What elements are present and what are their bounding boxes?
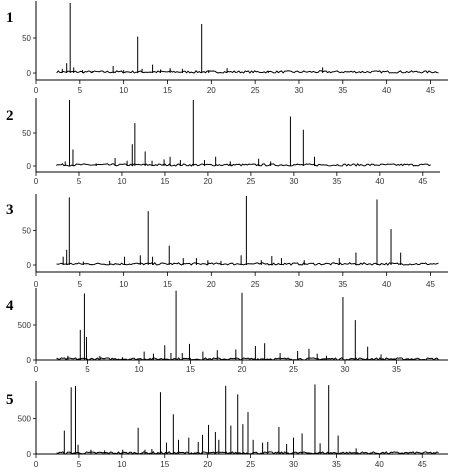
y-tick-label: 0 — [27, 356, 32, 365]
x-tick-label: 30 — [295, 280, 304, 289]
x-tick-label: 15 — [163, 86, 172, 95]
x-tick-label: 0 — [34, 365, 39, 374]
x-tick-label: 35 — [338, 280, 347, 289]
x-tick-label: 45 — [418, 460, 427, 469]
x-tick-label: 25 — [251, 86, 260, 95]
y-tick-label: 0 — [27, 450, 32, 459]
x-tick-label: 20 — [203, 177, 212, 186]
x-tick-label: 35 — [332, 177, 341, 186]
x-tick-label: 35 — [338, 86, 347, 95]
y-tick-label: 0 — [27, 69, 32, 78]
x-tick-label: 5 — [85, 365, 90, 374]
x-tick-label: 5 — [77, 177, 82, 186]
x-tick-label: 10 — [119, 280, 128, 289]
y-tick-label: 50 — [22, 227, 31, 236]
x-tick-label: 35 — [332, 460, 341, 469]
x-tick-label: 0 — [34, 177, 39, 186]
x-tick-label: 25 — [251, 280, 260, 289]
baseline-trace — [55, 163, 431, 167]
panel-label-5: 5 — [6, 392, 14, 408]
x-tick-label: 40 — [375, 177, 384, 186]
x-tick-label: 20 — [238, 365, 247, 374]
x-tick-label: 15 — [160, 177, 169, 186]
x-tick-label: 30 — [289, 177, 298, 186]
y-tick-label: 0 — [27, 162, 32, 171]
x-tick-label: 20 — [207, 86, 216, 95]
x-tick-label: 5 — [78, 280, 83, 289]
x-tick-label: 30 — [341, 365, 350, 374]
panel-label-1: 1 — [6, 10, 14, 26]
x-tick-label: 25 — [289, 365, 298, 374]
x-tick-label: 0 — [34, 86, 39, 95]
x-tick-label: 0 — [34, 460, 39, 469]
x-tick-label: 5 — [77, 460, 82, 469]
x-tick-label: 15 — [186, 365, 195, 374]
x-tick-label: 40 — [382, 280, 391, 289]
x-tick-label: 35 — [392, 365, 401, 374]
x-tick-label: 40 — [382, 86, 391, 95]
baseline-trace — [56, 357, 439, 361]
x-tick-label: 45 — [418, 177, 427, 186]
x-tick-label: 10 — [135, 365, 144, 374]
y-tick-label: 50 — [22, 129, 31, 138]
baseline-trace — [56, 262, 439, 266]
x-tick-label: 30 — [295, 86, 304, 95]
x-tick-label: 15 — [160, 460, 169, 469]
x-tick-label: 0 — [34, 280, 39, 289]
x-tick-label: 20 — [203, 460, 212, 469]
x-tick-label: 10 — [117, 460, 126, 469]
x-tick-label: 45 — [426, 86, 435, 95]
panel-label-4: 4 — [6, 298, 14, 314]
x-tick-label: 5 — [78, 86, 83, 95]
y-tick-label: 500 — [18, 415, 32, 424]
x-tick-label: 25 — [246, 177, 255, 186]
x-tick-label: 15 — [163, 280, 172, 289]
y-tick-label: 0 — [27, 261, 32, 270]
x-tick-label: 10 — [119, 86, 128, 95]
y-tick-label: 50 — [22, 34, 31, 43]
x-tick-label: 45 — [426, 280, 435, 289]
x-tick-label: 20 — [207, 280, 216, 289]
x-tick-label: 10 — [118, 177, 127, 186]
x-tick-label: 25 — [246, 460, 255, 469]
baseline-trace — [56, 70, 439, 74]
x-tick-label: 30 — [289, 460, 298, 469]
y-tick-label: 500 — [18, 321, 32, 330]
panel-label-2: 2 — [6, 108, 14, 124]
panel-label-3: 3 — [6, 202, 14, 218]
x-tick-label: 40 — [375, 460, 384, 469]
